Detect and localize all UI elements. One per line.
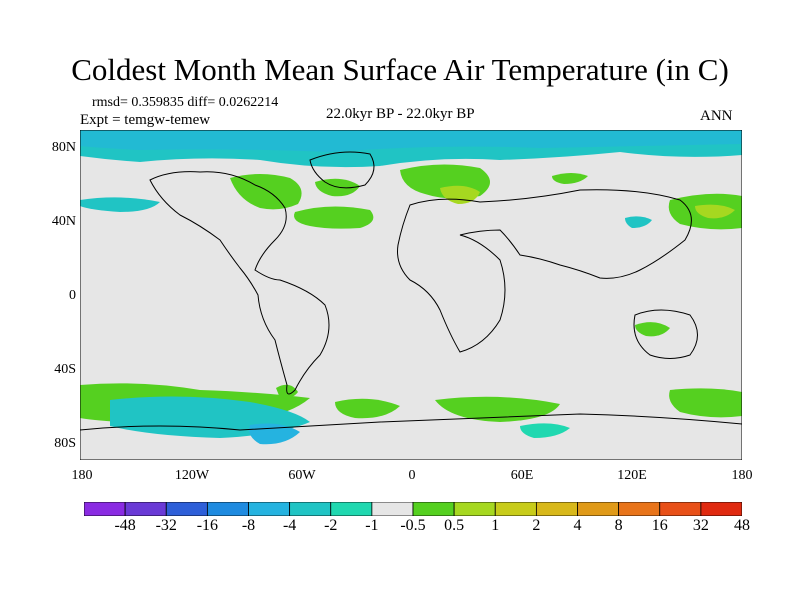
period-label: 22.0kyr BP - 22.0kyr BP	[326, 106, 475, 122]
colorbar-label: -16	[196, 517, 219, 534]
colorbar-swatch	[453, 502, 496, 516]
lon-label: 60W	[288, 468, 316, 483]
lat-label: 40S	[54, 362, 76, 377]
colorbar-label: -4	[282, 517, 297, 534]
colorbar-swatch	[577, 502, 620, 516]
coastlines	[80, 151, 742, 431]
colorbar-label: 32	[692, 517, 709, 534]
colorbar-swatch	[84, 502, 126, 516]
australia-warm-patch	[635, 322, 670, 337]
lon-label: 120E	[617, 468, 647, 483]
siberia-warm-patch	[552, 173, 588, 184]
season-label: ANN	[700, 108, 733, 124]
colorbar	[84, 502, 742, 516]
lat-label: 80N	[51, 140, 76, 155]
lat-label: 80S	[54, 436, 76, 451]
colorbar-swatch	[206, 502, 249, 516]
colorbar-swatch	[659, 502, 702, 516]
colorbar-swatch	[165, 502, 208, 516]
lon-label: 180	[731, 468, 753, 483]
colorbar-label: -32	[155, 517, 177, 534]
colorbar-swatch	[494, 502, 537, 516]
experiment-label: Expt = temgw-temew	[80, 112, 211, 128]
north-pacific-cool-patch	[80, 197, 160, 212]
colorbar-swatch	[700, 502, 742, 516]
colorbar-label: 1	[491, 517, 500, 534]
colorbar-label: -1	[365, 517, 379, 534]
arctic-cold-core	[80, 130, 742, 152]
antarctic-east-cool	[520, 423, 570, 438]
asia-cool-patch	[625, 216, 652, 228]
colorbar-label: 16	[651, 517, 668, 534]
colorbar-swatch	[618, 502, 661, 516]
australia-coastline	[633, 309, 698, 359]
colorbar-label: -48	[114, 517, 136, 534]
antarctica-coastline	[80, 413, 742, 431]
colorbar-swatch	[289, 502, 332, 516]
colorbar-swatch	[535, 502, 578, 516]
colorbar-label: 4	[573, 517, 582, 534]
colorbar-label: 48	[734, 517, 750, 534]
colorbar-swatch	[124, 502, 167, 516]
greenland-coastline	[309, 151, 375, 189]
colorbar-label: 2	[532, 517, 541, 534]
lat-label: 40N	[51, 214, 76, 229]
americas-coastline	[149, 171, 330, 395]
stats-text: rmsd= 0.359835 diff= 0.0262214	[92, 95, 279, 110]
world-map	[80, 130, 742, 460]
colorbar-label: -2	[324, 517, 338, 534]
colorbar-label: -8	[241, 517, 256, 534]
colorbar-swatch	[371, 502, 414, 516]
south-pacific-warm-patch	[669, 388, 742, 418]
lon-label: 0	[408, 468, 416, 483]
colorbar-swatch	[412, 502, 455, 516]
pacific-warm-core	[695, 204, 735, 219]
colorbar-swatch	[330, 502, 373, 516]
south-atlantic-warm-patch	[335, 398, 400, 419]
colorbar-label: -0.5	[400, 517, 426, 534]
colorbar-label: 8	[614, 517, 623, 534]
colorbar-swatch	[248, 502, 291, 516]
colorbar-label: 0.5	[444, 517, 465, 534]
plot-title: Coldest Month Mean Surface Air Temperatu…	[71, 52, 729, 87]
north-atlantic-warm-patch	[294, 206, 374, 229]
north-america-warm-patch	[230, 174, 302, 210]
lat-label: 0	[69, 288, 76, 303]
lon-label: 180	[71, 468, 93, 483]
lon-label: 120W	[174, 468, 210, 483]
lon-label: 60E	[510, 468, 534, 483]
eurasia-africa-coastline	[397, 189, 692, 353]
